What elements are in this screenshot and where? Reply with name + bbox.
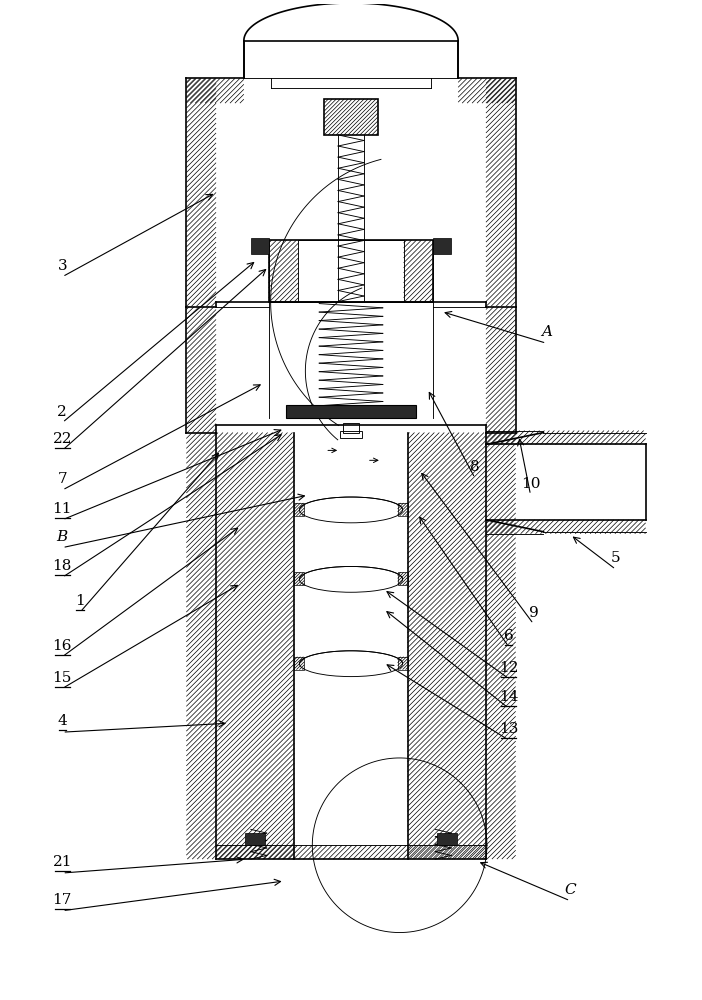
Text: 13: 13 [499, 722, 519, 736]
Bar [340, 431, 362, 438]
Text: 2: 2 [58, 405, 67, 419]
Text: 1: 1 [75, 594, 85, 608]
Bar [397, 503, 408, 516]
Bar [298, 240, 404, 302]
Text: 8: 8 [470, 460, 480, 474]
Bar [437, 833, 457, 845]
Bar [294, 657, 305, 670]
Bar [269, 240, 433, 302]
Text: 22: 22 [53, 432, 72, 446]
Text: 15: 15 [53, 671, 72, 685]
Bar [397, 572, 408, 585]
Bar [397, 657, 408, 670]
Text: 18: 18 [53, 559, 72, 573]
Text: 12: 12 [499, 661, 519, 675]
Text: C: C [564, 883, 576, 897]
Bar [251, 238, 269, 254]
Text: 6: 6 [504, 629, 514, 643]
Text: 21: 21 [53, 855, 72, 869]
Text: 11: 11 [53, 502, 72, 516]
Bar [324, 99, 378, 135]
Text: 7: 7 [58, 472, 67, 486]
Bar [245, 833, 265, 845]
Text: B: B [57, 530, 68, 544]
Text: 4: 4 [58, 714, 67, 728]
Text: 3: 3 [58, 259, 67, 273]
Bar [286, 405, 416, 418]
Text: 16: 16 [53, 639, 72, 653]
Bar [294, 503, 305, 516]
Text: 17: 17 [53, 893, 72, 907]
Bar [343, 423, 359, 433]
Bar [294, 572, 305, 585]
Text: 14: 14 [499, 690, 519, 704]
Text: 10: 10 [521, 477, 541, 491]
Text: A: A [541, 325, 552, 339]
Text: 5: 5 [611, 551, 621, 565]
Text: 9: 9 [529, 606, 538, 620]
Bar [433, 238, 451, 254]
